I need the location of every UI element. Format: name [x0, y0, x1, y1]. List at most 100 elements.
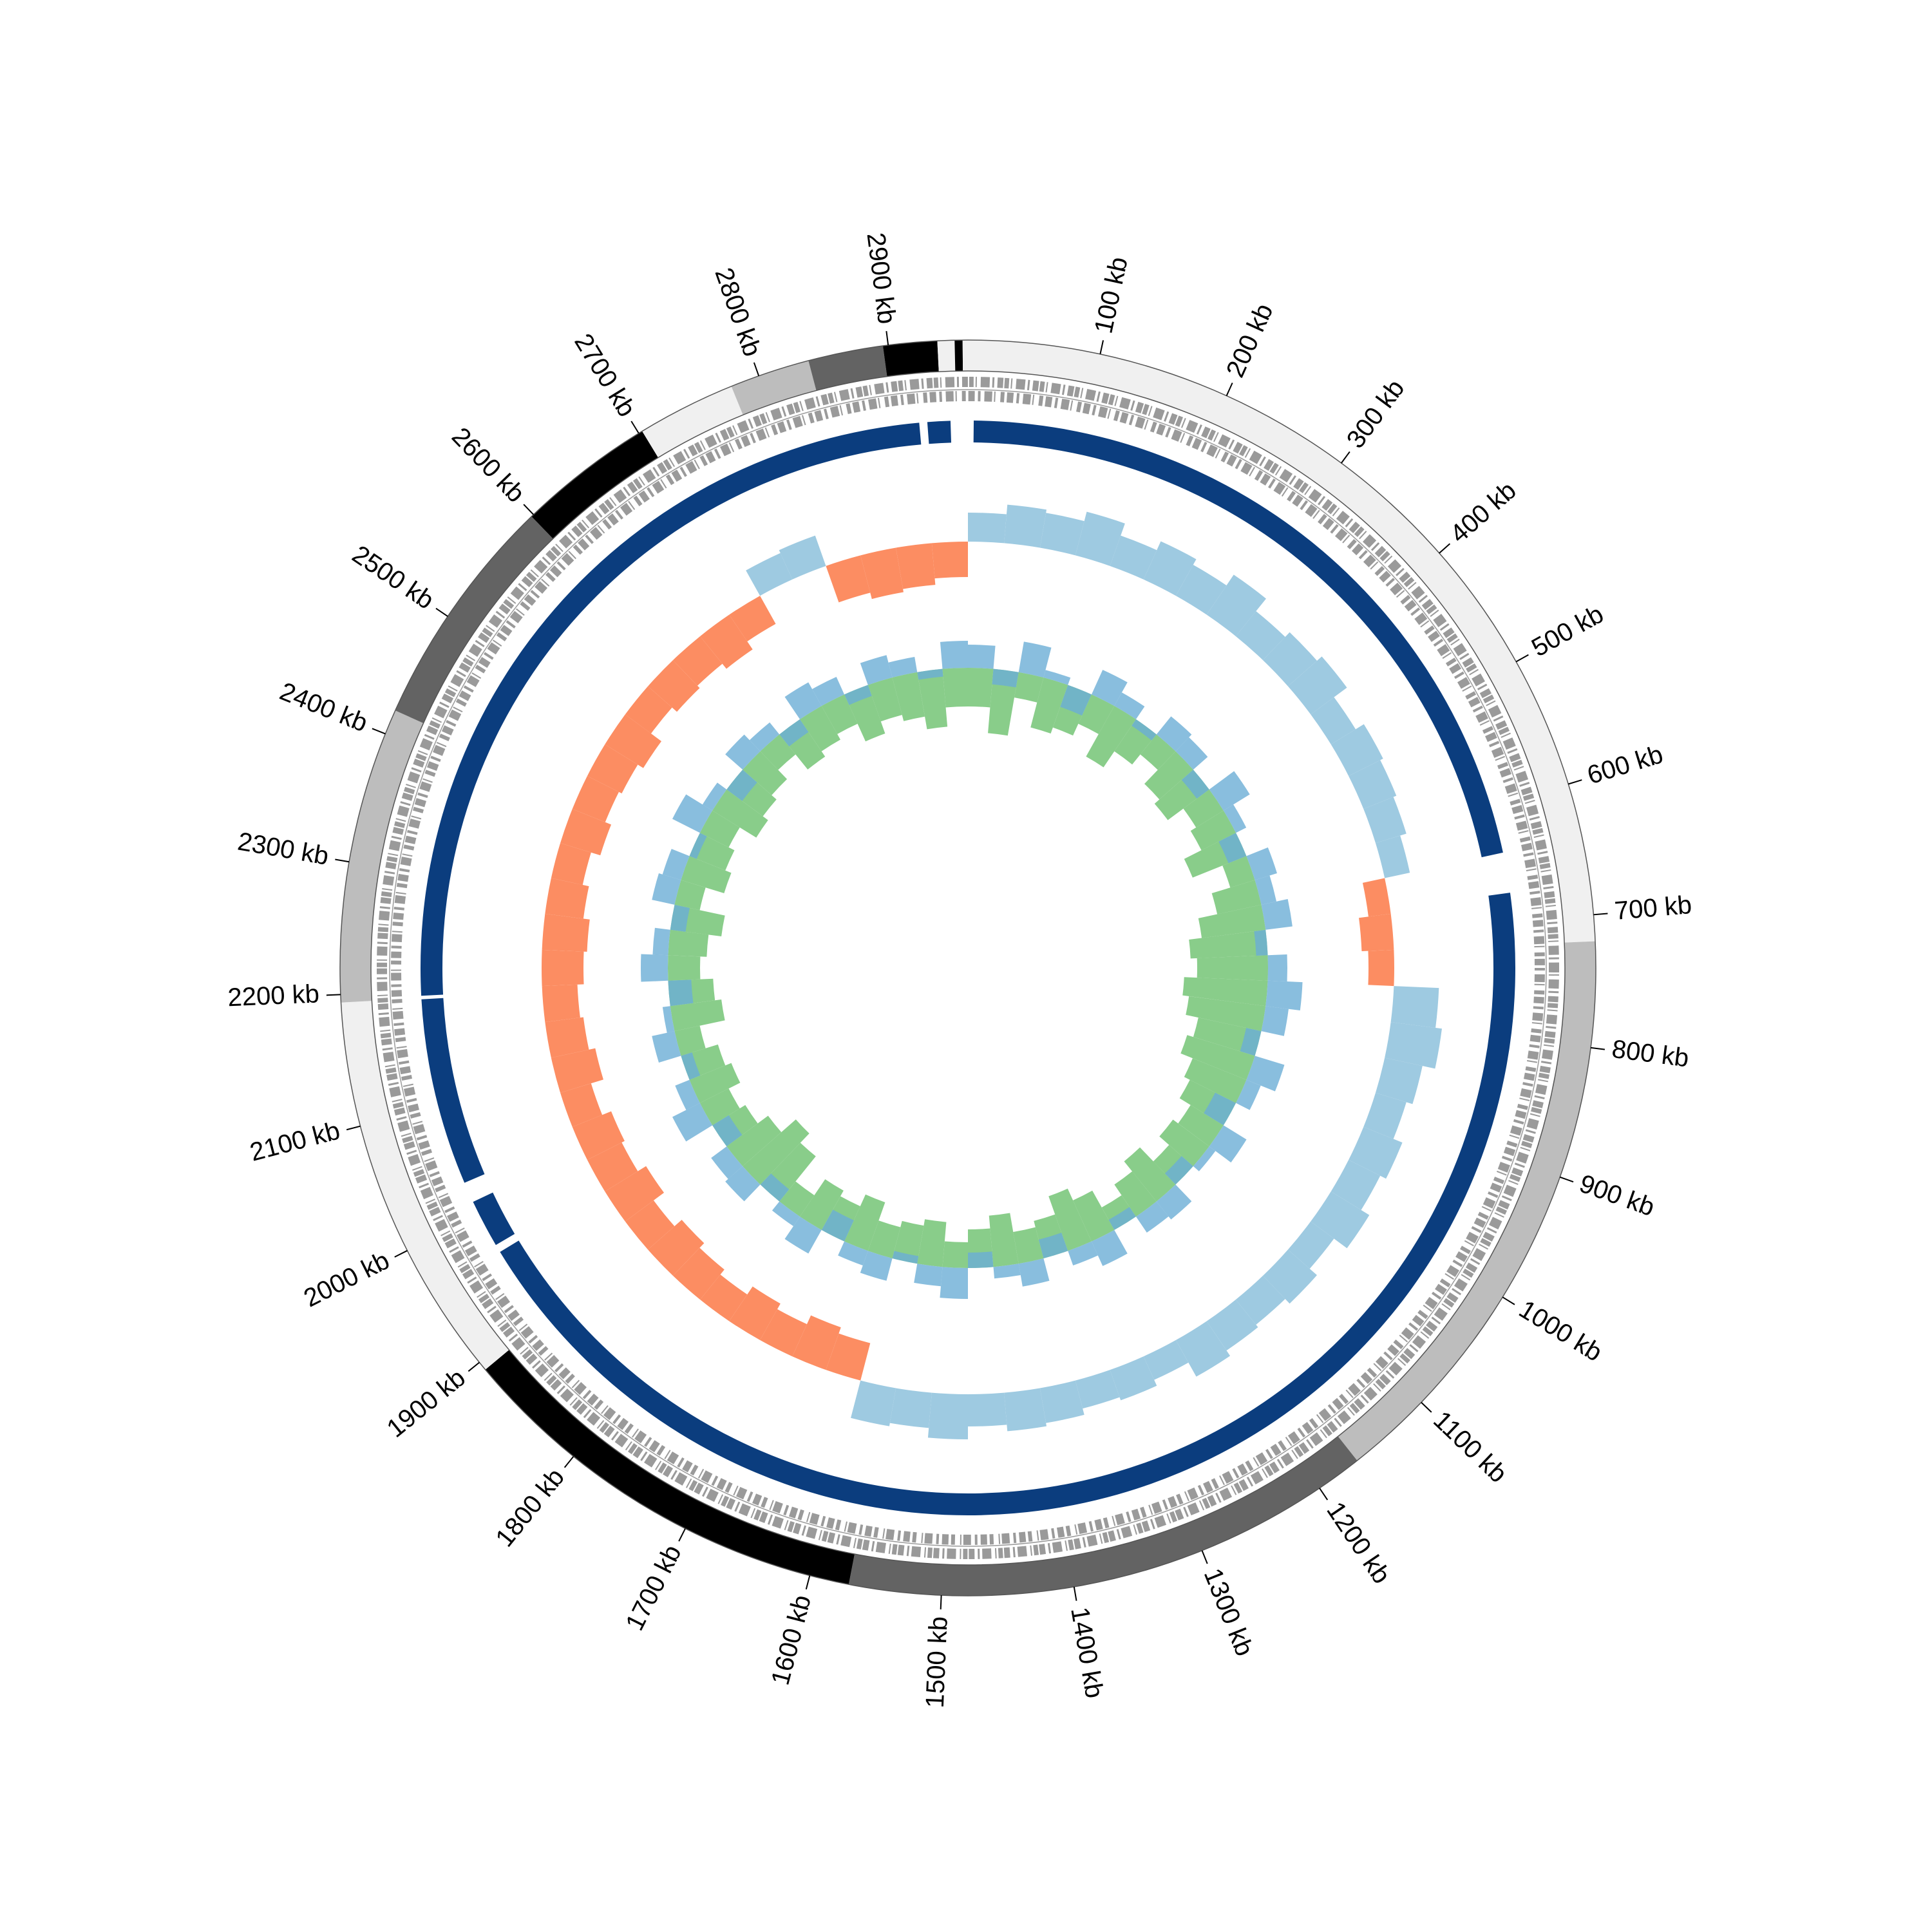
inner-bar: [942, 668, 968, 708]
skew-bar: [927, 1392, 968, 1439]
gc-bar: [1254, 929, 1268, 956]
tick-mark: [1319, 1488, 1329, 1501]
tick-label: 2000 kb: [299, 1246, 394, 1312]
gc-bar: [1246, 847, 1277, 880]
gc-bar: [675, 1079, 700, 1110]
gc-bar: [1132, 719, 1157, 741]
hit-arc: [973, 421, 1503, 858]
skew-bar: [1375, 835, 1410, 878]
inner-bar: [689, 1063, 741, 1103]
gc-bar: [1218, 833, 1247, 864]
skew-bar: [760, 1309, 807, 1357]
tick-label: 2700 kb: [569, 329, 641, 422]
skew-bar: [545, 1017, 589, 1058]
gc-bar: [1060, 685, 1092, 716]
band-outline: [370, 370, 1566, 1566]
gc-bar: [1261, 898, 1293, 930]
gc-bar: [1223, 804, 1247, 833]
gc-bar: [662, 1006, 675, 1033]
gc-bar: [860, 655, 893, 685]
tick-label: 1400 kb: [1065, 1605, 1108, 1700]
tick-label: 1600 kb: [766, 1592, 816, 1688]
segment: [848, 1436, 1358, 1596]
inner-bar: [917, 1219, 947, 1267]
inner-bar: [1078, 694, 1115, 734]
tick-label: 900 kb: [1576, 1170, 1658, 1222]
skew-bar: [1385, 1022, 1442, 1069]
tick-label: 1200 kb: [1321, 1497, 1396, 1589]
skew-bar: [896, 543, 936, 589]
tick-mark: [346, 1125, 361, 1131]
skew-bar: [1375, 1057, 1423, 1104]
gc-bar: [652, 873, 681, 905]
tick-mark: [678, 1528, 686, 1542]
skew-bar: [1004, 504, 1047, 548]
skew-bar: [1331, 724, 1383, 776]
gc-bar: [892, 1251, 919, 1264]
gc-bar: [940, 641, 968, 669]
skew-bar: [1206, 574, 1266, 636]
gc-bar: [1209, 771, 1250, 811]
tick-label: 2600 kb: [446, 422, 530, 508]
gene-strand-reverse: [391, 391, 1545, 1545]
skew-bar: [551, 843, 591, 886]
segment: [731, 360, 817, 415]
skew-bar: [605, 714, 662, 768]
tick-label: 800 kb: [1610, 1035, 1690, 1073]
inner-bar: [743, 751, 788, 795]
gc-bar: [968, 645, 996, 669]
tick-mark: [1226, 383, 1233, 396]
gc-bar: [1236, 1079, 1261, 1110]
tick-label: 2300 kb: [236, 828, 331, 871]
inner-bar: [1178, 1104, 1224, 1147]
tick-mark: [1421, 1401, 1432, 1413]
gc-bar: [726, 770, 757, 801]
band-outline: [339, 339, 1596, 1596]
hit-arc: [473, 1192, 515, 1245]
tick-label: 1300 kb: [1198, 1564, 1259, 1660]
gc-bar: [725, 734, 761, 770]
skew-bar: [851, 1380, 896, 1426]
skew-bar: [968, 1392, 1007, 1426]
tick-label: 1500 kb: [921, 1616, 953, 1709]
gc-bar: [652, 1031, 681, 1063]
hit-arc: [927, 421, 952, 444]
tick-label: 1000 kb: [1514, 1295, 1607, 1367]
gc-bar: [1255, 875, 1277, 905]
tick-label: 1900 kb: [382, 1363, 471, 1443]
gc-bar: [1091, 1229, 1128, 1266]
tick-label: 2100 kb: [247, 1116, 343, 1166]
gc-bar: [914, 1264, 943, 1287]
inner-bar: [1014, 672, 1044, 703]
tick-mark: [1201, 1550, 1208, 1564]
inner-bar: [989, 1213, 1019, 1267]
skew-bar: [560, 1083, 603, 1127]
inner-bar: [699, 1088, 740, 1126]
skew-bar: [542, 913, 590, 952]
skew-bar: [587, 744, 638, 793]
skew-bar: [1039, 1380, 1084, 1423]
hit-arc: [421, 998, 485, 1183]
gc-bar: [670, 904, 690, 932]
gc-bar: [844, 685, 872, 705]
skew-bar: [1362, 878, 1391, 917]
inner-bar: [1222, 856, 1255, 888]
inner-bar: [668, 929, 709, 957]
gene-strand-forward: [377, 377, 1559, 1559]
tick-label: 500 kb: [1527, 600, 1608, 662]
skew-bar: [826, 1333, 871, 1381]
skew-bar: [648, 1220, 705, 1276]
inner-bar: [779, 1181, 815, 1217]
skew-bar: [1206, 1300, 1258, 1351]
skew-bar: [1311, 697, 1356, 744]
inner-bar: [800, 1179, 844, 1230]
tick-label: 1700 kb: [620, 1540, 687, 1635]
tick-mark: [1590, 1046, 1605, 1050]
skew-bar: [1287, 1221, 1334, 1269]
skew-bar: [889, 1388, 932, 1428]
skew-bar: [1075, 1370, 1120, 1409]
tick-mark: [1439, 543, 1451, 554]
inner-bar: [1180, 1035, 1255, 1080]
skew-bar: [860, 547, 904, 600]
